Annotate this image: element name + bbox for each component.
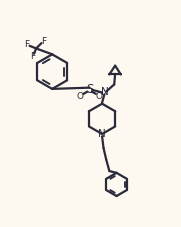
- Text: O: O: [96, 91, 103, 101]
- Text: N: N: [98, 129, 106, 139]
- Text: F: F: [24, 40, 29, 49]
- Text: N: N: [100, 87, 108, 97]
- Text: S: S: [86, 83, 93, 96]
- Text: F: F: [41, 37, 46, 46]
- Text: O: O: [76, 91, 83, 101]
- Text: F: F: [30, 52, 35, 61]
